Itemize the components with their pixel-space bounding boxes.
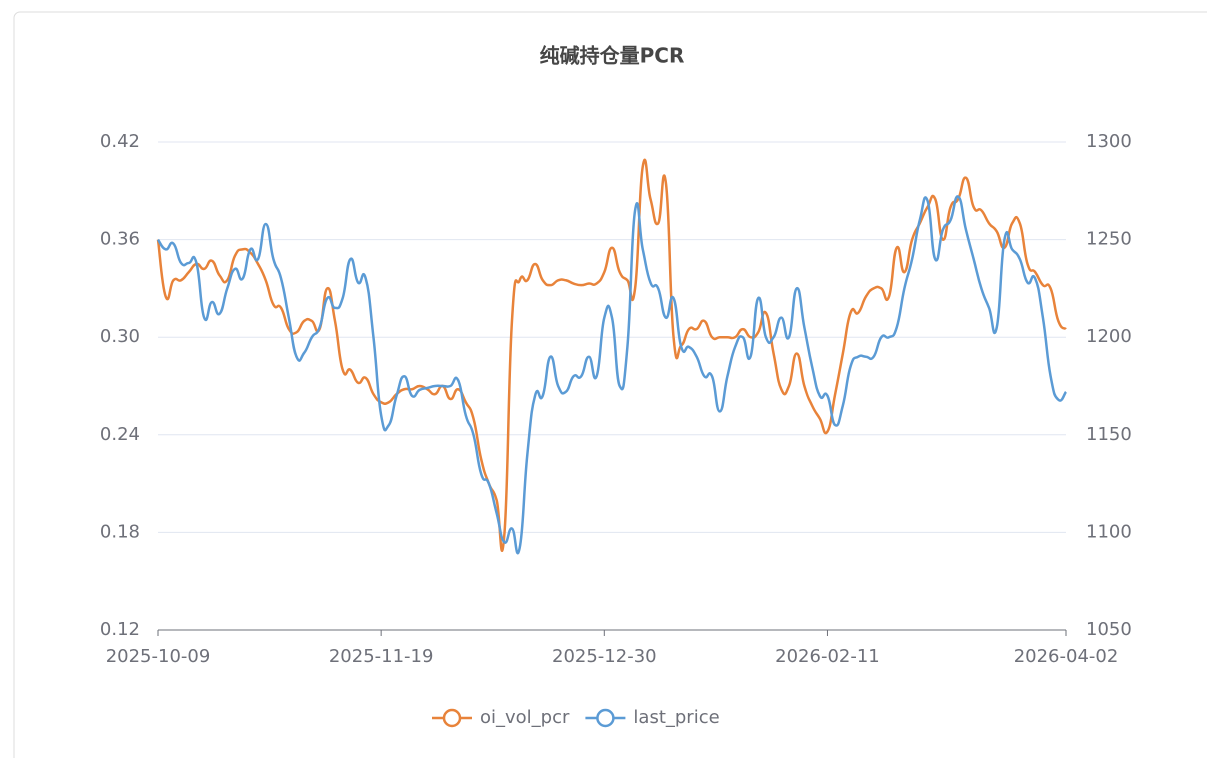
y2-tick-label: 1200 [1086, 326, 1132, 347]
y2-tick-label: 1050 [1086, 619, 1132, 640]
y-tick-label: 0.36 [100, 229, 140, 250]
y-tick-label: 0.24 [100, 424, 140, 445]
y-tick-label: 0.30 [100, 326, 140, 347]
x-tick-label: 2025-10-09 [106, 646, 211, 667]
legend-marker [596, 708, 615, 728]
legend-label: last_price [633, 707, 719, 728]
legend-label: oi_vol_pcr [480, 707, 570, 728]
y-tick-label: 0.18 [100, 521, 140, 542]
legend-marker [442, 708, 462, 728]
series-line [156, 195, 1068, 555]
chart-title: 纯碱持仓量PCR [540, 44, 685, 68]
y2-tick-label: 1150 [1086, 424, 1132, 445]
x-tick-label: 2025-12-30 [552, 646, 657, 667]
y-tick-label: 0.12 [100, 619, 140, 640]
y2-tick-label: 1100 [1086, 521, 1132, 542]
y-tick-label: 0.42 [100, 131, 140, 152]
x-tick-label: 2026-04-02 [1014, 646, 1119, 667]
card [13, 11, 1207, 758]
y2-tick-label: 1300 [1086, 131, 1132, 152]
y2-tick-label: 1250 [1086, 229, 1132, 250]
series-line [156, 158, 1067, 553]
x-tick-label: 2025-11-19 [329, 646, 434, 667]
x-tick-label: 2026-02-11 [775, 646, 880, 667]
